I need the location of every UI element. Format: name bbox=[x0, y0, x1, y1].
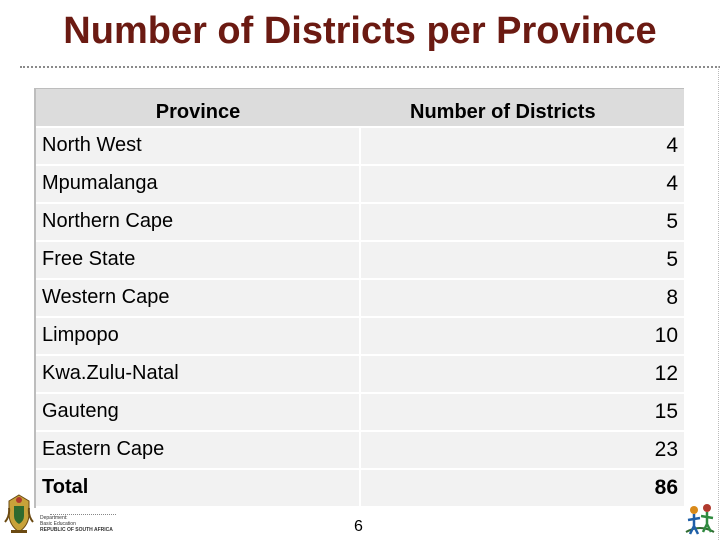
footer-divider bbox=[50, 514, 116, 515]
page-number: 6 bbox=[354, 518, 363, 535]
district-count: 12 bbox=[360, 354, 684, 394]
province-name: Eastern Cape bbox=[36, 430, 361, 470]
table-row: Northern Cape 5 bbox=[36, 202, 684, 242]
total-row: Total 86 bbox=[36, 468, 684, 508]
district-count: 15 bbox=[360, 392, 684, 432]
district-count: 8 bbox=[360, 278, 684, 318]
children-logo-icon bbox=[685, 504, 715, 535]
header-districts: Number of Districts bbox=[360, 88, 684, 128]
province-name: Gauteng bbox=[36, 392, 361, 432]
province-name: Limpopo bbox=[36, 316, 361, 356]
district-count: 4 bbox=[360, 164, 684, 204]
table-left-edge bbox=[34, 88, 36, 508]
table-header-row: Province Number of Districts bbox=[36, 88, 684, 128]
district-count: 5 bbox=[360, 202, 684, 242]
department-line: REPUBLIC OF SOUTH AFRICA bbox=[40, 527, 113, 533]
coat-of-arms-icon bbox=[4, 494, 34, 533]
district-count: 5 bbox=[360, 240, 684, 280]
province-name: North West bbox=[36, 126, 361, 166]
header-province: Province bbox=[36, 88, 360, 128]
districts-table: Province Number of Districts North West … bbox=[36, 88, 684, 508]
table-row: Western Cape 8 bbox=[36, 278, 684, 318]
total-value: 86 bbox=[360, 468, 684, 508]
province-name: Free State bbox=[36, 240, 361, 280]
department-line: Basic Education bbox=[40, 521, 76, 527]
table-row: Kwa.Zulu-Natal 12 bbox=[36, 354, 684, 394]
province-name: Mpumalanga bbox=[36, 164, 361, 204]
total-label: Total bbox=[36, 468, 361, 508]
department-text: Department: Basic Education REPUBLIC OF … bbox=[40, 515, 130, 533]
table-row: Gauteng 15 bbox=[36, 392, 684, 432]
province-name: Kwa.Zulu-Natal bbox=[36, 354, 361, 394]
page-title: Number of Districts per Province bbox=[63, 10, 657, 52]
table-row: Limpopo 10 bbox=[36, 316, 684, 356]
right-dotted-divider bbox=[718, 66, 719, 540]
district-count: 10 bbox=[360, 316, 684, 356]
district-count: 23 bbox=[360, 430, 684, 470]
district-count: 4 bbox=[360, 126, 684, 166]
table-row: Mpumalanga 4 bbox=[36, 164, 684, 204]
table-row: Free State 5 bbox=[36, 240, 684, 280]
province-name: Western Cape bbox=[36, 278, 361, 318]
table-row: North West 4 bbox=[36, 126, 684, 166]
title-divider bbox=[20, 66, 720, 68]
table-row: Eastern Cape 23 bbox=[36, 430, 684, 470]
province-name: Northern Cape bbox=[36, 202, 361, 242]
department-line: Department: bbox=[40, 515, 68, 521]
